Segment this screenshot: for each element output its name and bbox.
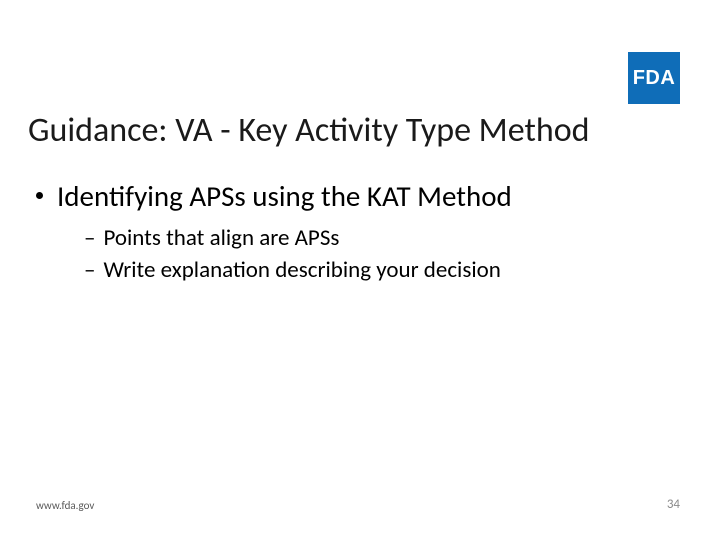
page-number: 34 — [667, 497, 680, 512]
bullet-dot-icon — [36, 192, 43, 199]
bullet-level2-text: Points that align are APSs — [103, 224, 339, 254]
bullet-level2-group: – Points that align are APSs – Write exp… — [84, 224, 680, 286]
dash-icon: – — [84, 256, 95, 286]
footer-url: www.fda.gov — [36, 499, 94, 512]
fda-logo-text: FDA — [633, 67, 676, 90]
dash-icon: – — [84, 224, 95, 254]
bullet-level2: – Write explanation describing your deci… — [84, 256, 680, 286]
bullet-level1-text: Identifying APSs using the KAT Method — [57, 178, 512, 214]
bullet-level2-text: Write explanation describing your decisi… — [103, 256, 500, 286]
slide: FDA Guidance: VA - Key Activity Type Met… — [0, 0, 720, 540]
bullet-level2: – Points that align are APSs — [84, 224, 680, 254]
slide-content: Identifying APSs using the KAT Method – … — [36, 178, 680, 288]
fda-logo: FDA — [628, 52, 680, 104]
slide-title: Guidance: VA - Key Activity Type Method — [28, 110, 692, 151]
bullet-level1: Identifying APSs using the KAT Method — [36, 178, 680, 214]
